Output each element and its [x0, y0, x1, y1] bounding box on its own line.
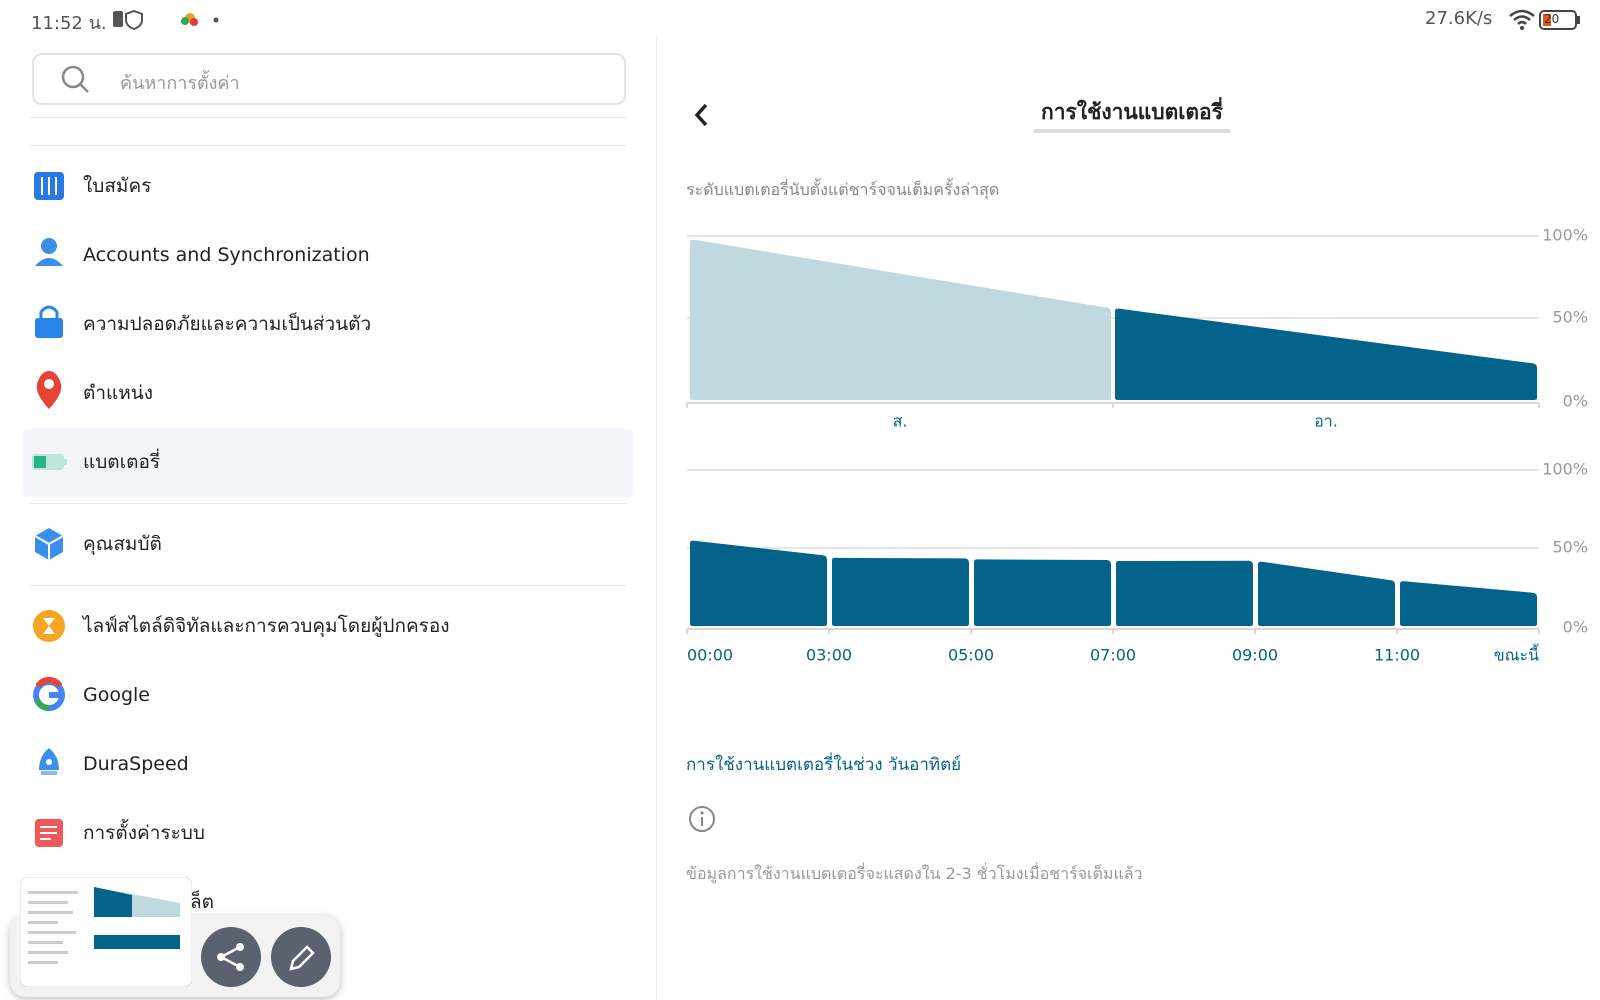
y-tick-label: 0%: [1563, 618, 1588, 637]
battery-charts: 100% 50% 0% ส. อา. 100% 50% 0% 00:00 03:00 05:00 07…: [686, 226, 1588, 665]
menu-item[interactable]: ไลฟ์สไตล์ดิจิทัลและการควบคุมโดยผู้ปกครอง: [83, 615, 450, 637]
search-icon: [61, 65, 89, 93]
menu-item[interactable]: ใบสมัคร: [83, 175, 152, 197]
screenshot-actions: [201, 927, 331, 987]
edit-button[interactable]: [271, 927, 331, 987]
menu-item[interactable]: Accounts and Synchronization: [83, 244, 370, 266]
battery-segment: [1115, 308, 1537, 400]
y-tick-label: 0%: [1563, 392, 1588, 411]
selected-highlight: [23, 428, 633, 497]
status-battery: 20: [1544, 12, 1560, 26]
battery-segment: [1400, 581, 1537, 626]
detail-subtitle: ระดับแบตเตอรี่นับตั้งแต่ชาร์จจนเต็มครั้ง…: [686, 180, 1000, 199]
x-tick-label: 00:00: [687, 646, 733, 665]
battery-segment: [690, 239, 1111, 400]
panel-divider: [656, 36, 657, 1000]
status-right-icons: [1509, 9, 1580, 30]
status-time: 11:52 น.: [31, 13, 107, 34]
x-tick-label: 11:00: [1374, 646, 1420, 665]
divider: [30, 145, 627, 146]
info-text: ข้อมูลการใช้งานแบตเตอรี่จะแสดงใน 2-3 ชั่…: [686, 864, 1143, 883]
battery-segment: [690, 540, 827, 626]
info-icon: [689, 806, 715, 832]
back-button[interactable]: [690, 100, 714, 130]
search-placeholder: ค้นหาการตั้งค่า: [120, 73, 240, 94]
menu-item[interactable]: Google: [83, 684, 151, 706]
divider: [30, 117, 627, 118]
x-tick-label: 07:00: [1090, 646, 1136, 665]
menu-item[interactable]: แบตเตอรี่: [83, 451, 161, 473]
menu-item[interactable]: ล็ต: [190, 891, 214, 913]
menu-icons: [32, 172, 67, 847]
status-speed: 27.6K/s: [1425, 8, 1493, 29]
battery-segment: [974, 559, 1111, 626]
menu-item[interactable]: ตำแหน่ง: [83, 382, 154, 404]
status-icons: [113, 9, 219, 31]
search-box[interactable]: [32, 53, 626, 105]
battery-segment: [832, 557, 969, 626]
day-label: ส.: [893, 412, 908, 431]
y-tick-label: 100%: [1542, 226, 1588, 245]
divider: [30, 585, 627, 586]
day-label: อา.: [1314, 412, 1338, 431]
divider: [30, 503, 627, 504]
battery-segment: [1258, 561, 1395, 626]
detail-title: การใช้งานแบตเตอรี่: [1041, 100, 1223, 124]
y-tick-label: 100%: [1542, 460, 1588, 479]
x-tick-label: 05:00: [948, 646, 994, 665]
share-button[interactable]: [201, 927, 261, 987]
x-tick-label: 03:00: [806, 646, 852, 665]
menu-item[interactable]: ความปลอดภัยและความเป็นส่วนตัว: [83, 313, 372, 335]
y-tick-label: 50%: [1552, 308, 1588, 327]
menu-item[interactable]: DuraSpeed: [83, 753, 189, 775]
screenshot-thumbnail[interactable]: [20, 877, 192, 987]
battery-segment: [1116, 560, 1253, 626]
x-tick-label: 09:00: [1232, 646, 1278, 665]
x-tick-label: ขณะนี้: [1494, 644, 1540, 665]
menu-item[interactable]: คุณสมบัติ: [83, 533, 162, 555]
menu-item[interactable]: การตั้งค่าระบบ: [83, 822, 205, 844]
title-underline: [1033, 129, 1231, 133]
usage-link[interactable]: การใช้งานแบตเตอรี่ในช่วง วันอาทิตย์: [686, 755, 962, 775]
y-tick-label: 50%: [1552, 538, 1588, 557]
